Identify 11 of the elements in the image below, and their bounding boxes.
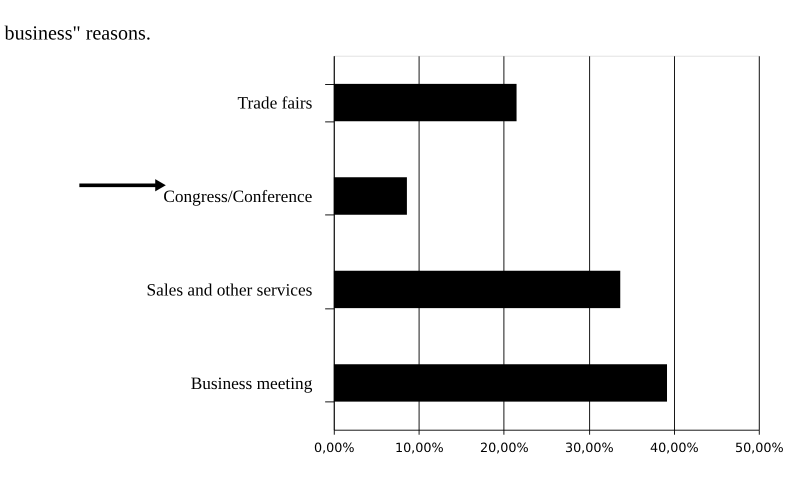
x-tick-label: 0,00% <box>314 441 355 456</box>
x-tick-label: 40,00% <box>650 441 699 456</box>
y-tick-label: Trade fairs <box>238 93 313 112</box>
y-tick-label: Sales and other services <box>146 280 313 300</box>
y-tick-label: Congress/Conference <box>163 186 313 206</box>
y-tick-label: Business meeting <box>190 374 313 393</box>
x-tick-label: 50,00% <box>734 441 784 456</box>
x-tick-label: 10,00% <box>394 441 444 456</box>
x-tick-label: 20,00% <box>480 441 529 456</box>
x-tick-label: 30,00% <box>564 441 614 456</box>
text: business" reasons. <box>4 22 151 44</box>
